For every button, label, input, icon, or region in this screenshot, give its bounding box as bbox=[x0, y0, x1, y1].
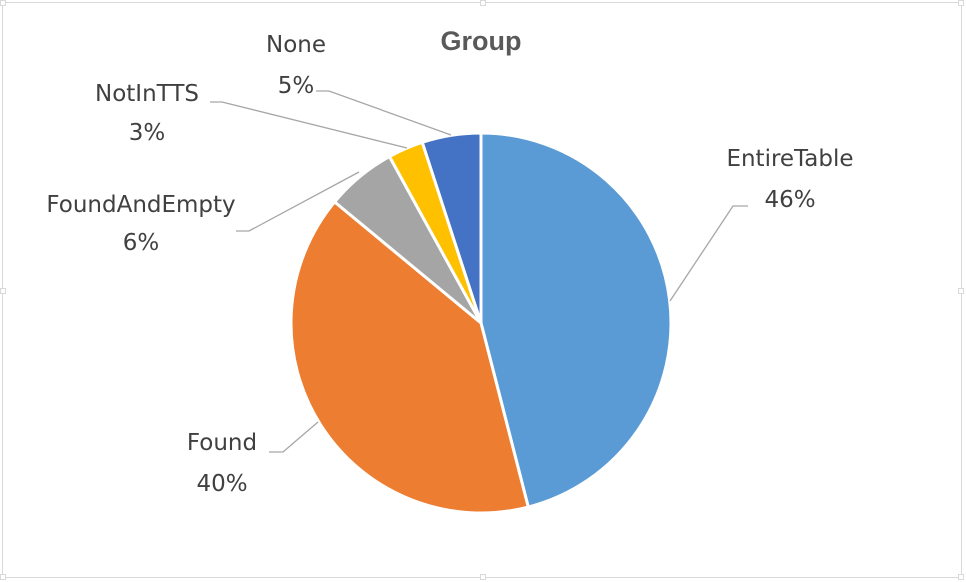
resize-handle-bottom[interactable] bbox=[480, 574, 486, 580]
pie-slice-found[interactable] bbox=[289, 200, 530, 515]
pie-slice-entiretable[interactable] bbox=[479, 131, 673, 509]
data-label-name-none: None bbox=[266, 32, 326, 58]
resize-handle-top[interactable] bbox=[480, 0, 486, 6]
pie-slice-none[interactable] bbox=[420, 131, 483, 325]
data-label-value-none: 5% bbox=[278, 73, 315, 99]
resize-handle-bottom-right[interactable] bbox=[958, 574, 964, 580]
leader-line-entiretable bbox=[669, 205, 748, 302]
leader-line-found bbox=[269, 421, 319, 453]
data-labels: EntireTable 46% Found 40% FoundAndEmpty 6% Not… bbox=[46, 32, 853, 497]
chart-title: Group bbox=[440, 26, 522, 56]
data-label-name-entiretable: EntireTable bbox=[726, 146, 853, 172]
data-label-name-notintts: NotInTTS bbox=[95, 81, 199, 107]
resize-handle-bottom-left[interactable] bbox=[0, 574, 6, 580]
data-label-value-found: 40% bbox=[196, 471, 247, 497]
resize-handle-top-left[interactable] bbox=[0, 0, 6, 6]
resize-handle-top-right[interactable] bbox=[958, 0, 964, 6]
data-label-value-entiretable: 46% bbox=[764, 187, 815, 213]
resize-handle-right[interactable] bbox=[958, 288, 964, 294]
data-label-value-foundandempty: 6% bbox=[123, 230, 160, 256]
leader-line-foundandempty bbox=[236, 171, 360, 232]
pie-slices bbox=[289, 131, 673, 515]
data-label-name-found: Found bbox=[187, 430, 257, 456]
data-label-name-foundandempty: FoundAndEmpty bbox=[46, 192, 235, 218]
data-label-value-notintts: 3% bbox=[129, 120, 166, 146]
leader-line-notintts bbox=[210, 101, 408, 149]
leader-line-none bbox=[316, 90, 452, 136]
resize-handle-left[interactable] bbox=[0, 288, 6, 294]
